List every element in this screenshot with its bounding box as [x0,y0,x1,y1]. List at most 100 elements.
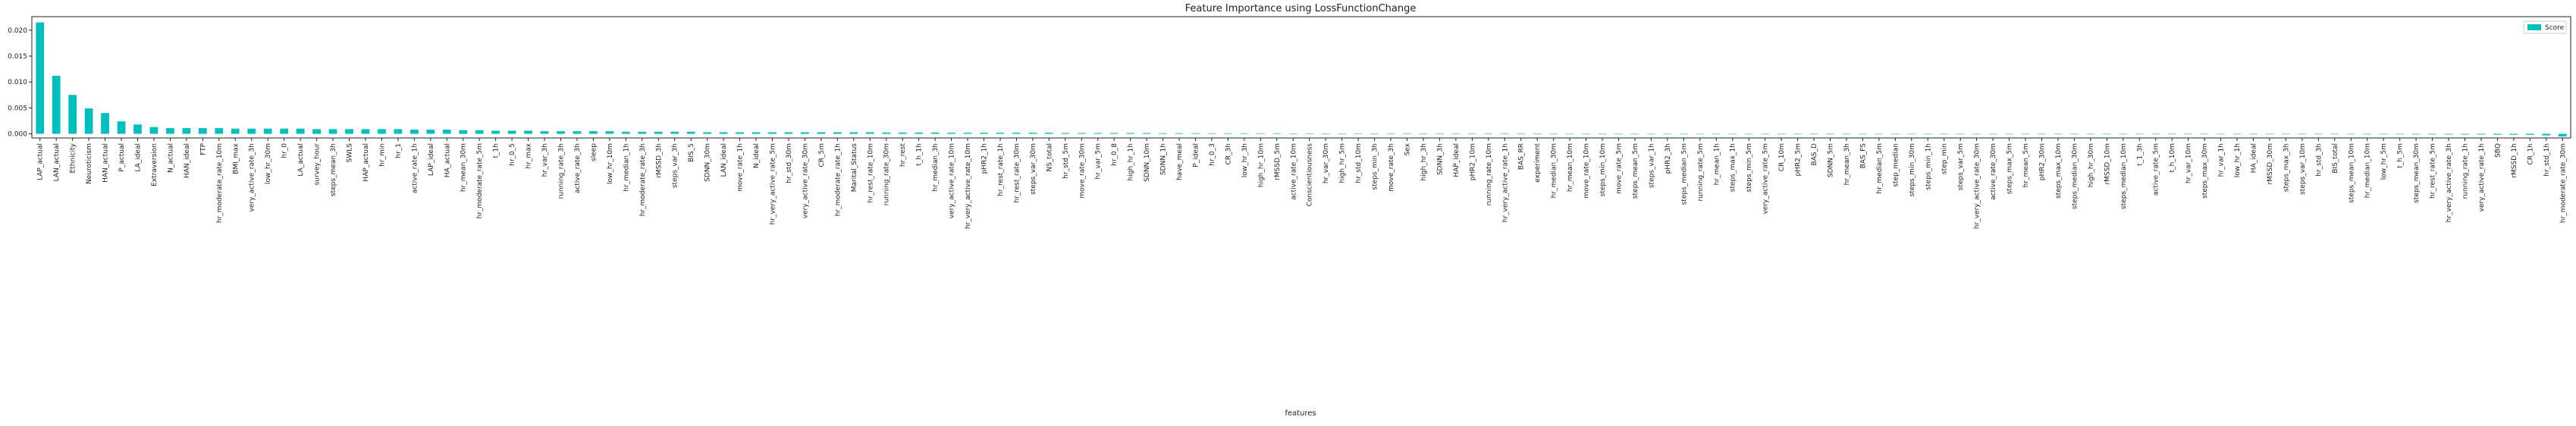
x-tick-label: Marital_Status [851,143,858,193]
x-tick-label: move_rate_5m [1616,143,1624,194]
x-tick-label: hr_very_active_rate_5m [770,143,777,224]
x-tick-label: HAN_actual [102,143,110,183]
x-tick-label: hr_mean_30m [460,143,468,192]
x-tick-label: steps_max_5m [2007,143,2014,194]
bar [605,131,614,134]
bar [133,124,142,134]
bar [2265,133,2274,135]
bar [2525,133,2534,135]
bar [573,131,582,134]
x-tick-label: low_hr_10m [607,143,614,184]
bar [2217,133,2225,135]
x-tick-label: Conscientiousness [1307,143,1314,207]
bar [1419,133,1428,134]
x-tick-label: running_rate_5m [1697,143,1705,202]
bar [1370,133,1379,134]
bar [1451,133,1461,134]
bar [475,130,484,134]
x-tick-label: steps_mean_3h [330,143,337,196]
x-tick-label: FTP [199,143,207,155]
x-tick-label: t_h_5m [2397,143,2405,168]
bar [1809,133,1818,135]
bar [1923,133,1932,135]
bar [557,131,565,134]
x-tick-label: low_hr_1h [2234,143,2242,177]
x-tick-label: running_rate_3h [558,143,566,199]
x-tick-label: hr_moderate_rate_10m [216,143,224,223]
x-tick-label: active_rate_10m [1290,143,1297,200]
bar [2428,133,2436,135]
bar [2119,133,2128,135]
x-tick-label: pHR2_5m [1795,143,1803,176]
x-tick-label: steps_var_30m [1030,143,1037,195]
x-tick-label: HAP_actual [362,143,370,182]
bar [2038,133,2046,135]
x-tick-label: hr_var_10m [2185,143,2193,183]
x-tick-label: hr_rest [899,143,907,168]
bar [2167,133,2176,135]
x-tick-label: BAS_RR [1518,143,1526,170]
x-tick-label: pHR2_10m [1469,143,1476,180]
bar [1240,133,1249,134]
bar [1175,133,1184,134]
bar [930,132,940,134]
x-tick-label: hr_std_1h [2543,143,2551,177]
bar [2151,133,2160,135]
x-tick-label: t_1h [493,143,500,158]
bar [719,132,728,134]
x-tick-label: active_rate_30m [1990,143,1997,200]
x-tick-label: N_actual [167,143,174,173]
x-tick-label: hr_var_1h [2218,143,2226,177]
x-tick-label: LAN_ideal [720,143,728,177]
x-tick-label: low_hr_5m [2380,143,2388,180]
x-tick-label: LAN_actual [53,143,61,181]
x-tick-label: high_hr_1h [1128,143,1135,180]
bar [1565,133,1574,135]
x-tick-label: hr_0_3 [1209,143,1216,166]
x-tick-label: hr_var_5m [1095,143,1103,179]
x-tick-label: t_1_3h [2136,143,2144,166]
x-tick-label: Neuroticism [86,143,93,184]
bar [2298,133,2307,135]
x-tick-label: steps_min_30m [1909,143,1916,196]
x-tick-label: high_hr_10m [1257,143,1265,187]
bar [2396,133,2405,135]
bar [1126,133,1135,134]
bar [703,132,712,134]
bar [1663,133,1672,135]
x-tick-label: survey_hour [314,143,322,186]
x-tick-label: high_hr_3h [1420,143,1428,180]
bar [1777,133,1786,135]
bar [2379,133,2388,135]
x-tick-label: SDNN_3h [1436,143,1444,175]
bar [1972,133,1981,135]
x-tick-label: LAP_ideal [428,143,435,176]
bar [1288,133,1297,134]
bar [670,131,679,134]
bar [1940,133,1949,135]
bar [1533,133,1542,134]
x-tick-label: active_rate_5m [2153,143,2160,196]
bar [312,129,321,134]
x-tick-label: steps_min_10m [1599,143,1607,196]
y-tick-label: 0.015 [8,53,27,61]
bar [459,130,468,134]
bar [1761,133,1770,135]
x-axis-label: features [1285,409,1316,418]
x-tick-label: hr_mean_5m [2022,143,2030,187]
bar [2021,133,2030,135]
y-tick-label: 0.020 [8,27,27,35]
bar [2477,133,2486,135]
bar [2444,133,2453,135]
bar [2200,133,2209,135]
x-tick-label: steps_mean_5m [1632,143,1639,199]
x-tick-label: BMI_max [232,143,240,174]
x-tick-label: hr_very_active_rate_1h [1501,143,1509,222]
x-tick-label: hr_min [378,143,386,167]
x-tick-label: t_h_10m [2169,143,2176,172]
bar [442,130,451,134]
x-tick-label: LA_ideal [135,143,143,172]
x-tick-label: very_active_rate_30m [802,143,809,218]
bar [166,128,174,134]
